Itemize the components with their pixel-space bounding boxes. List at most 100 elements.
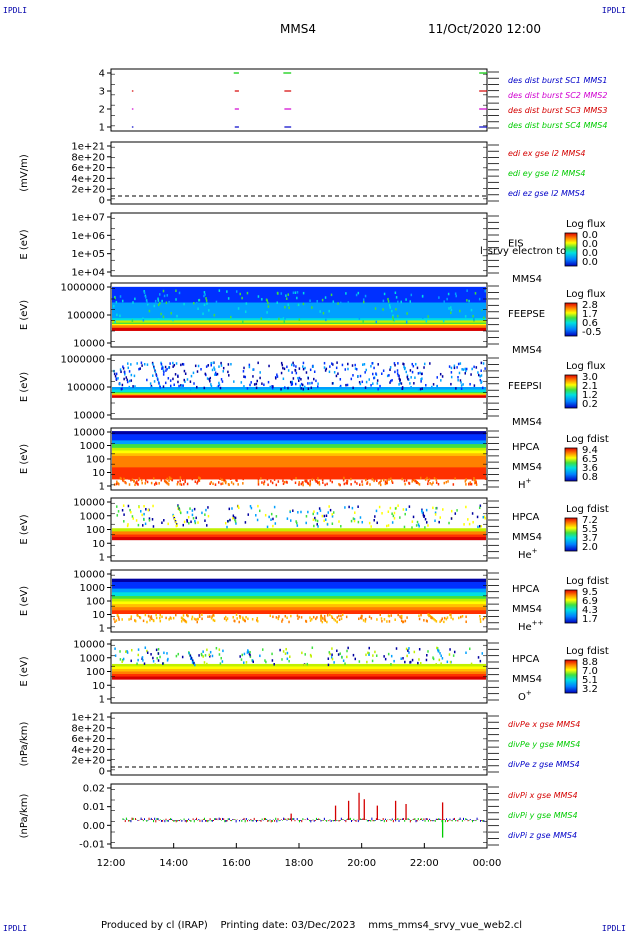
hpca_o-colorbar-tick: 3.2 [582,684,598,695]
edi-frame [110,141,488,205]
edi-ylabel: (mV/m) [19,154,30,192]
hpca_he-ytick: 1 [99,553,105,564]
hpca_he-ytick: 10 [92,539,105,550]
feepse-ytick: 100000 [67,311,105,322]
spacecraft-title: MMS4 [280,22,316,36]
eis-instrument-label: EIS [508,239,524,250]
edi-ytick: 2e+20 [71,185,105,196]
divpi-ytick: 0.01 [83,802,105,813]
hpca_o-ytick: 10000 [73,640,105,651]
feepse-ytick: 10000 [73,339,105,350]
hpca_o-ytick: 1000 [80,653,105,664]
eis-ytick: 1e+06 [71,231,105,242]
hpca_h-ytick: 1000 [80,441,105,452]
feepsi-colorbar-tick: 1.2 [582,390,598,401]
divpe-frame [110,712,488,776]
corner-label-bl: IPDLI [3,924,28,933]
burst-legend-entry: des dist burst SC4 MMS4 [508,121,607,130]
eis-sc-label: MMS4 [512,274,542,285]
hpca_he2-colorbar-tick: 1.7 [582,614,598,625]
corner-label-tr: IPDLI [601,6,626,15]
burst-ytick: 4 [99,69,105,80]
divpe-ytick: 4e+20 [71,745,105,756]
x-tick-label: 18:00 [285,858,314,869]
hpca_o-colorbar-tick: 5.1 [582,675,598,686]
divpi-legend-entry: divPi x gse MMS4 [508,791,578,800]
feepse-colorbar-tick: -0.5 [582,327,602,338]
burst-ytick: 2 [99,105,105,116]
feepsi-ytick: 10000 [73,411,105,422]
x-tick-label: 00:00 [473,858,502,869]
feepse-colorbar-tick: 1.7 [582,309,598,320]
divpi-ytick: -0.01 [79,840,105,851]
hpca_he-sc-label: MMS4 [512,532,542,543]
eis-colorbar-tick: 0.0 [582,239,598,250]
edi-ytick: 1e+21 [71,142,105,153]
hpca_he-ytick: 100 [86,525,105,536]
footer-text: Produced by cl (IRAP) Printing date: 03/… [101,920,523,931]
hpca_h-colorbar-tick: 6.5 [582,454,598,465]
datetime-title: 11/Oct/2020 12:00 [428,22,542,36]
eis-overlay-text: l_srvy electron to [480,246,566,257]
hpca_he2-ylabel: E (eV) [19,586,30,616]
hpca_h-colorbar-tick: 9.4 [582,445,598,456]
hpca_h-colorbar-tick: 0.8 [582,472,598,483]
hpca_he-ytick: 10000 [73,498,105,509]
eis-ytick: 1e+04 [71,268,105,279]
feepse-sc-label: MMS4 [512,345,542,356]
feepse-colorbar-tick: 0.6 [582,318,598,329]
feepsi-instrument-label: FEEPSI [508,381,542,392]
divpe-ytick: 8e+20 [71,723,105,734]
hpca_he2-instrument-label: HPCA [512,584,540,595]
hpca_he2-colorbar-title: Log fdist [566,576,609,587]
burst-ytick: 3 [99,87,105,98]
hpca_he2-ytick: 10000 [73,570,105,581]
hpca_he2-species-label: He++ [518,619,544,633]
feepse-colorbar-title: Log flux [566,289,606,300]
hpca_h-ytick: 1 [99,482,105,493]
hpca_he-colorbar-tick: 3.7 [582,533,598,544]
burst-legend-entry: des dist burst SC2 MMS2 [508,91,607,100]
eis-frame [110,212,488,277]
hpca_he-ytick: 1000 [80,511,105,522]
hpca_h-sc-label: MMS4 [512,462,542,473]
feepsi-colorbar-tick: 2.1 [582,381,598,392]
feepse-ytick: 1000000 [60,283,105,294]
hpca_h-colorbar-title: Log fdist [566,434,609,445]
corner-label-tl: IPDLI [3,6,28,15]
hpca_he-spectrogram [112,504,486,541]
feepsi-spectrogram [112,361,486,398]
divpi-ylabel: (nPa/km) [19,794,30,839]
eis-colorbar-tick: 0.0 [582,230,598,241]
hpca_h-ytick: 100 [86,455,105,466]
corner-label-br: IPDLI [601,924,626,933]
hpca_he2-colorbar-tick: 6.9 [582,596,598,607]
x-tick-label: 16:00 [222,858,251,869]
hpca_h-spectrogram [112,431,487,487]
feepsi-sc-label: MMS4 [512,417,542,428]
divpi-legend-entry: divPi z gse MMS4 [508,831,577,840]
eis-colorbar-tick: 0.0 [582,248,598,259]
divpe-ytick: 0 [99,767,105,778]
hpca_h-colorbar [564,447,578,482]
hpca_he-colorbar-tick: 5.5 [582,524,598,535]
feepse-instrument-label: FEEPSE [508,309,545,320]
x-tick-label: 14:00 [159,858,188,869]
divpi-ytick: 0.00 [83,821,105,832]
edi-ytick: 4e+20 [71,174,105,185]
divpe-ytick: 1e+21 [71,713,105,724]
hpca_o-colorbar-tick: 7.0 [582,666,598,677]
hpca_he2-colorbar-tick: 4.3 [582,605,598,616]
divpe-legend-entry: divPe x gse MMS4 [508,720,580,729]
burst-ytick: 1 [99,123,105,134]
divpe-ytick: 2e+20 [71,756,105,767]
hpca_h-colorbar-tick: 3.6 [582,463,598,474]
feepsi-ytick: 1000000 [60,355,105,366]
edi-ytick: 6e+20 [71,163,105,174]
hpca_h-instrument-label: HPCA [512,442,540,453]
edi-legend-entry: edi ez gse l2 MMS4 [508,189,585,198]
edi-ytick: 8e+20 [71,152,105,163]
hpca_o-sc-label: MMS4 [512,674,542,685]
hpca_h-ylabel: E (eV) [19,444,30,474]
